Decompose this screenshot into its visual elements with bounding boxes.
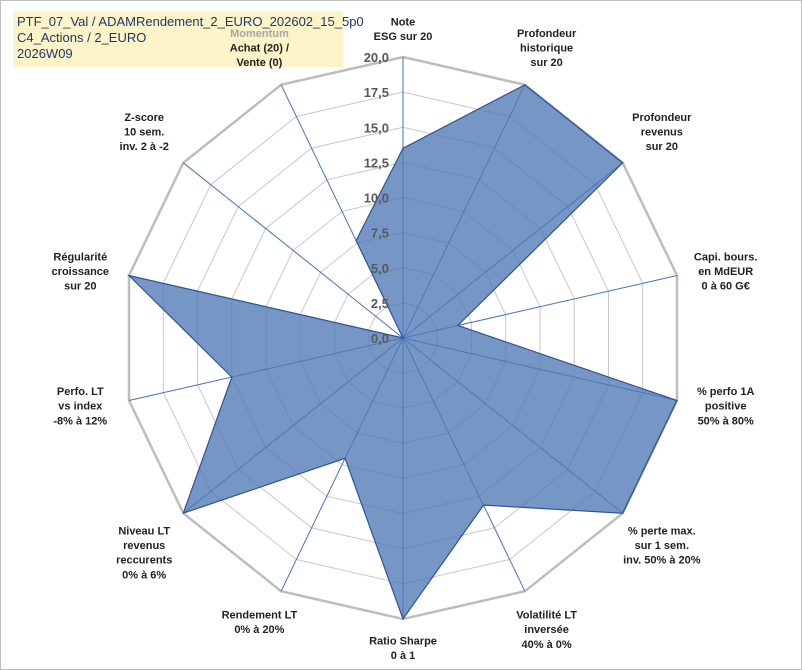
axis-label-9-line-1: revenus: [123, 540, 165, 552]
axis-label-2-line-2: sur 20: [646, 141, 678, 153]
axis-label-5-line-1: sur 1 sem.: [635, 540, 689, 552]
tick-label-4: 10,0: [364, 191, 389, 206]
axis-label-4-line-1: positive: [705, 401, 747, 413]
axis-label-11: Régularité croissance sur 20: [52, 251, 109, 292]
axis-spoke-12: [182, 162, 404, 339]
tick-label-5: 12,5: [364, 155, 389, 170]
axis-label-12: Z-score 10 sem. inv. 2 à -2: [120, 112, 169, 153]
axis-label-10-line-1: vs index: [58, 401, 103, 413]
tick-label-0: 0,0: [371, 331, 389, 346]
axis-label-6-line-1: inversée: [524, 624, 569, 636]
tick-label-6: 15,0: [364, 120, 389, 135]
radar-series: [127, 84, 678, 621]
axis-label-9: Niveau LT revenus reccurents 0% à 6%: [116, 526, 172, 582]
axis-label-11-line-2: sur 20: [64, 281, 96, 293]
axis-label-3-line-1: en MdEUR: [698, 266, 753, 278]
axis-label-7-line-1: 0 à 1: [391, 650, 415, 662]
title-line-3: 2026W09: [17, 46, 73, 61]
axis-label-13-line-2: Vente (0): [236, 57, 282, 69]
axis-label-0-line-0: Note: [391, 16, 415, 28]
axis-label-9-line-3: 0% à 6%: [122, 569, 166, 581]
axis-label-4-line-0: % perfo 1A: [697, 386, 755, 398]
title-line-2: C4_Actions / 2_EURO: [17, 30, 147, 45]
axis-label-12-line-0: Z-score: [124, 112, 164, 124]
radial-tick-labels: 0,0 2,5 5,0 7,5 10,0 12,5 15,0 17,5 20,0: [364, 50, 389, 346]
tick-label-7: 17,5: [364, 85, 389, 100]
tick-label-8: 20,0: [364, 50, 389, 65]
axis-label-6-line-0: Volatilité LT: [516, 610, 577, 622]
axis-label-0-line-1: ESG sur 20: [374, 31, 433, 43]
axis-label-1-line-2: sur 20: [530, 57, 562, 69]
axis-label-8: Rendement LT 0% à 20%: [222, 610, 298, 637]
axis-label-9-line-2: reccurents: [116, 555, 172, 567]
axis-label-5-line-0: % perte max.: [628, 526, 696, 538]
axis-label-12-line-2: inv. 2 à -2: [120, 141, 169, 153]
axis-label-5-line-2: inv. 50% à 20%: [623, 555, 701, 567]
axis-label-0: Note ESG sur 20: [374, 16, 433, 43]
axis-label-5: % perte max. sur 1 sem. inv. 50% à 20%: [623, 526, 701, 567]
axis-label-10: Perfo. LT vs index -8% à 12%: [53, 386, 107, 427]
axis-label-10-line-0: Perfo. LT: [57, 386, 104, 398]
axis-label-4-line-2: 50% à 80%: [698, 415, 754, 427]
title-line-1: PTF_07_Val / ADAMRendement_2_EURO_202602…: [17, 14, 364, 29]
chart-title-box: PTF_07_Val / ADAMRendement_2_EURO_202602…: [13, 11, 364, 67]
axis-label-4: % perfo 1A positive 50% à 80%: [697, 386, 755, 427]
axis-label-9-line-0: Niveau LT: [118, 526, 170, 538]
axis-label-13-line-0: Momentum: [230, 28, 289, 40]
axis-label-3-line-0: Capi. bours.: [694, 251, 758, 263]
axis-label-3-line-2: 0 à 60 G€: [702, 281, 750, 293]
axis-label-10-line-2: -8% à 12%: [53, 415, 107, 427]
axis-label-3: Capi. bours. en MdEUR 0 à 60 G€: [694, 251, 758, 292]
axis-label-7: Ratio Sharpe 0 à 1: [369, 636, 437, 663]
axis-label-13: Momentum Achat (20) / Vente (0): [230, 28, 289, 69]
axis-label-11-line-1: croissance: [52, 266, 109, 278]
axis-label-12-line-1: 10 sem.: [124, 127, 164, 139]
axis-label-6-line-2: 40% à 0%: [522, 639, 572, 651]
axis-label-11-line-0: Régularité: [53, 251, 107, 263]
axis-label-8-line-0: Rendement LT: [222, 610, 298, 622]
axis-label-1-line-1: historique: [520, 42, 573, 54]
axis-label-2-line-0: Profondeur: [632, 112, 692, 124]
axis-label-1-line-0: Profondeur: [517, 28, 577, 40]
axis-labels: Note ESG sur 20 Profondeur historique sur 20…: [52, 16, 758, 662]
series-area: [127, 84, 678, 621]
axis-label-7-line-0: Ratio Sharpe: [369, 636, 437, 648]
axis-label-8-line-1: 0% à 20%: [234, 624, 284, 636]
tick-label-2: 5,0: [371, 261, 389, 276]
axis-label-1: Profondeur historique sur 20: [517, 28, 577, 69]
axis-label-13-line-1: Achat (20) /: [230, 42, 289, 54]
axis-label-2: Profondeur revenus sur 20: [632, 112, 692, 153]
tick-label-3: 7,5: [371, 226, 389, 241]
axis-label-6: Volatilité LT inversée 40% à 0%: [516, 610, 577, 651]
tick-label-1: 2,5: [371, 296, 389, 311]
axis-label-2-line-1: revenus: [641, 127, 683, 139]
